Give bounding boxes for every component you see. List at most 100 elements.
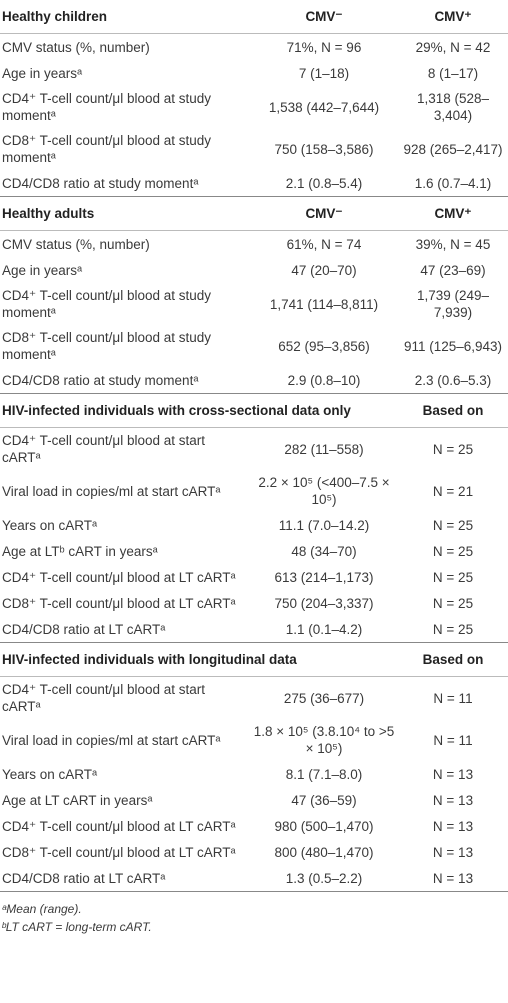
- row-label: CMV status (%, number): [2, 236, 150, 252]
- table-row: CD4/CD8 ratio at study momentᵃ 2.9 (0.8–1…: [0, 367, 508, 394]
- table-row: Age at LTᵇ cART in yearsᵃ 48 (34–70) N = 2…: [0, 538, 508, 564]
- footnote: ᵃMean (range).: [2, 902, 82, 916]
- table-row: CD4⁺ T-cell count/μl blood at start cART…: [0, 428, 508, 471]
- cell-value: 1.1 (0.1–4.2): [285, 621, 363, 637]
- table-row: CD4/CD8 ratio at study momentᵃ 2.1 (0.8–5…: [0, 170, 508, 197]
- section-title: HIV-infected individuals with longitudin…: [0, 642, 400, 677]
- table-row: Viral load in copies/ml at start cARTᵃ 1.…: [0, 719, 508, 761]
- section-title: HIV-infected individuals with cross-sect…: [0, 393, 400, 428]
- row-label: CD4/CD8 ratio at LT cARTᵃ: [2, 621, 166, 637]
- cell-value: 980 (500–1,470): [274, 818, 374, 834]
- cell-value: N = 13: [432, 844, 474, 860]
- column-header: CMV⁺: [400, 0, 508, 34]
- cell-value: N = 11: [433, 732, 473, 748]
- table-row: CD4⁺ T-cell count/μl blood at start cART…: [0, 677, 508, 720]
- footnotes: ᵃMean (range). ᵇLT cART = long-term cART.: [0, 891, 508, 936]
- row-label: CD8⁺ T-cell count/μl blood at study mome…: [2, 133, 212, 165]
- section-header: HIV-infected individuals with cross-sect…: [0, 393, 508, 428]
- row-label: CD4⁺ T-cell count/μl blood at start cART…: [2, 433, 205, 465]
- section-title: Healthy adults: [0, 196, 250, 231]
- cell-value: 29%, N = 42: [415, 39, 491, 55]
- cell-value: 47 (36–59): [291, 792, 357, 808]
- cell-value: 750 (204–3,337): [274, 595, 374, 611]
- section-header: Healthy adults CMV⁻ CMV⁺: [0, 196, 508, 231]
- cell-value: 2.2 × 10⁵ (<400–7.5 × 10⁵): [258, 475, 390, 507]
- cell-value: 2.1 (0.8–5.4): [285, 175, 363, 191]
- column-header: CMV⁻: [250, 196, 400, 231]
- section-title: Healthy children: [0, 0, 250, 34]
- table-row: CD8⁺ T-cell count/μl blood at study mome…: [0, 128, 508, 170]
- section-header: Healthy children CMV⁻ CMV⁺: [0, 0, 508, 34]
- cell-value: 800 (480–1,470): [274, 844, 374, 860]
- table-row: CD4⁺ T-cell count/μl blood at LT cARTᵃ 61…: [0, 564, 508, 590]
- cell-value: 1,318 (528–3,404): [416, 91, 490, 123]
- column-header: Based on: [400, 642, 508, 677]
- cell-value: 652 (95–3,856): [278, 338, 370, 354]
- cell-value: 1.8 × 10⁵ (3.8.10⁴ to >5 × 10⁵): [253, 724, 395, 756]
- column-header: Based on: [400, 393, 508, 428]
- row-label: CMV status (%, number): [2, 39, 150, 55]
- cell-value: 48 (34–70): [291, 543, 357, 559]
- row-label: Age in yearsᵃ: [2, 65, 83, 81]
- cell-value: N = 11: [433, 690, 473, 706]
- table-row: CMV status (%, number) 61%, N = 74 39%, N …: [0, 231, 508, 258]
- column-header: CMV⁻: [250, 0, 400, 34]
- cell-value: 1.6 (0.7–4.1): [414, 175, 492, 191]
- footnote: ᵇLT cART = long-term cART.: [2, 920, 152, 934]
- row-label: CD4⁺ T-cell count/μl blood at study mome…: [2, 91, 212, 123]
- row-label: Years on cARTᵃ: [2, 766, 98, 782]
- table-row: Years on cARTᵃ 11.1 (7.0–14.2) N = 25: [0, 512, 508, 538]
- cell-value: 613 (214–1,173): [274, 569, 374, 585]
- cell-value: N = 21: [432, 483, 474, 499]
- cell-value: 1.3 (0.5–2.2): [285, 870, 363, 886]
- row-label: CD8⁺ T-cell count/μl blood at LT cARTᵃ: [2, 595, 236, 611]
- cell-value: N = 13: [432, 870, 474, 886]
- row-label: CD4⁺ T-cell count/μl blood at LT cARTᵃ: [2, 818, 236, 834]
- cell-value: 1,741 (114–8,811): [269, 296, 379, 312]
- data-table: Healthy children CMV⁻ CMV⁺ CMV status (%, n…: [0, 0, 508, 891]
- cell-value: 1,538 (442–7,644): [268, 99, 380, 115]
- row-label: Years on cARTᵃ: [2, 517, 98, 533]
- cell-value: 71%, N = 96: [286, 39, 362, 55]
- cell-value: 7 (1–18): [298, 65, 350, 81]
- table-row: Age at LT cART in yearsᵃ 47 (36–59) N = 13: [0, 787, 508, 813]
- table-row: Years on cARTᵃ 8.1 (7.1–8.0) N = 13: [0, 761, 508, 787]
- cell-value: 8.1 (7.1–8.0): [285, 766, 363, 782]
- table-row: CMV status (%, number) 71%, N = 96 29%, N …: [0, 34, 508, 61]
- row-label: CD4⁺ T-cell count/μl blood at study mome…: [2, 288, 212, 320]
- row-label: CD4/CD8 ratio at study momentᵃ: [2, 372, 199, 388]
- row-label: CD8⁺ T-cell count/μl blood at study mome…: [2, 330, 212, 362]
- row-label: Viral load in copies/ml at start cARTᵃ: [2, 732, 221, 748]
- column-header: CMV⁺: [400, 196, 508, 231]
- table-row: Age in yearsᵃ 47 (20–70) 47 (23–69): [0, 257, 508, 283]
- row-label: CD4/CD8 ratio at LT cARTᵃ: [2, 870, 166, 886]
- cell-value: 928 (265–2,417): [403, 141, 503, 157]
- cell-value: N = 13: [432, 818, 474, 834]
- cell-value: 1,739 (249–7,939): [416, 288, 490, 320]
- cell-value: 11.1 (7.0–14.2): [278, 517, 370, 533]
- table-row: CD8⁺ T-cell count/μl blood at LT cARTᵃ 75…: [0, 590, 508, 616]
- table-row: CD4/CD8 ratio at LT cARTᵃ 1.1 (0.1–4.2) N …: [0, 616, 508, 643]
- table-row: CD8⁺ T-cell count/μl blood at study mome…: [0, 325, 508, 367]
- cell-value: 2.9 (0.8–10): [287, 372, 361, 388]
- cell-value: 39%, N = 45: [415, 236, 491, 252]
- table-row: CD8⁺ T-cell count/μl blood at LT cARTᵃ 80…: [0, 839, 508, 865]
- cell-value: N = 25: [432, 543, 474, 559]
- cell-value: N = 13: [432, 766, 474, 782]
- cell-value: 750 (158–3,586): [274, 141, 374, 157]
- row-label: Age at LTᵇ cART in yearsᵃ: [2, 543, 158, 559]
- row-label: CD4⁺ T-cell count/μl blood at start cART…: [2, 682, 205, 714]
- cell-value: 8 (1–17): [427, 65, 479, 81]
- cell-value: N = 25: [432, 569, 474, 585]
- section-header: HIV-infected individuals with longitudin…: [0, 642, 508, 677]
- cell-value: 47 (20–70): [291, 262, 357, 278]
- table-row: CD4⁺ T-cell count/μl blood at LT cARTᵃ 98…: [0, 813, 508, 839]
- cell-value: N = 13: [432, 792, 474, 808]
- table-row: CD4⁺ T-cell count/μl blood at study mome…: [0, 283, 508, 325]
- cell-value: N = 25: [432, 441, 474, 457]
- cell-value: 275 (36–677): [283, 690, 365, 706]
- row-label: Age in yearsᵃ: [2, 262, 83, 278]
- table-row: Age in yearsᵃ 7 (1–18) 8 (1–17): [0, 60, 508, 86]
- table-row: CD4/CD8 ratio at LT cARTᵃ 1.3 (0.5–2.2) N …: [0, 865, 508, 891]
